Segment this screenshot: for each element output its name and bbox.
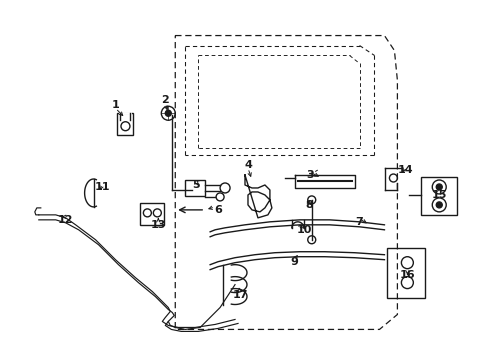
Text: 11: 11 <box>95 182 110 192</box>
Text: 7: 7 <box>355 217 363 227</box>
FancyBboxPatch shape <box>386 248 425 298</box>
Text: 10: 10 <box>297 225 312 235</box>
Circle shape <box>435 184 441 190</box>
Text: 1: 1 <box>111 100 119 110</box>
Text: 6: 6 <box>214 205 222 215</box>
FancyBboxPatch shape <box>117 113 133 135</box>
Text: 8: 8 <box>305 200 313 210</box>
Text: 4: 4 <box>244 160 251 170</box>
Text: 14: 14 <box>397 165 412 175</box>
Text: 2: 2 <box>161 95 169 105</box>
Text: 5: 5 <box>192 180 200 190</box>
Text: 13: 13 <box>150 220 166 230</box>
Text: 3: 3 <box>305 170 313 180</box>
Text: 12: 12 <box>58 215 73 225</box>
Circle shape <box>435 202 441 208</box>
FancyBboxPatch shape <box>185 180 205 196</box>
Text: 9: 9 <box>290 257 298 267</box>
Circle shape <box>165 110 171 116</box>
Text: 17: 17 <box>232 289 247 300</box>
Text: 16: 16 <box>399 270 414 280</box>
Text: 15: 15 <box>431 190 446 200</box>
FancyBboxPatch shape <box>140 203 164 225</box>
FancyBboxPatch shape <box>421 177 456 215</box>
